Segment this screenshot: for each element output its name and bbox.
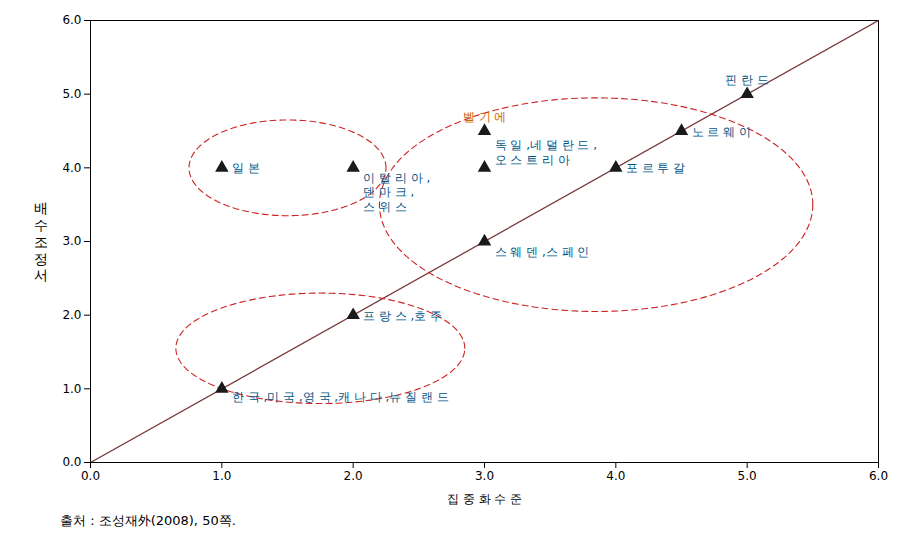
svg-text:1.0: 1.0 <box>62 382 81 396</box>
svg-text:핀 란 드: 핀 란 드 <box>725 73 769 87</box>
svg-text:2.0: 2.0 <box>344 469 363 483</box>
svg-text:5.0: 5.0 <box>62 87 81 101</box>
svg-text:일 본: 일 본 <box>232 161 260 175</box>
svg-text:4.0: 4.0 <box>62 161 81 175</box>
svg-text:노 르 웨 이: 노 르 웨 이 <box>692 125 751 139</box>
svg-text:벨 기 에: 벨 기 에 <box>463 110 507 124</box>
svg-text:4.0: 4.0 <box>606 469 625 483</box>
svg-text:6.0: 6.0 <box>869 469 888 483</box>
svg-text:배수조정서: 배수조정서 <box>34 200 48 283</box>
svg-text:6.0: 6.0 <box>62 13 81 27</box>
svg-text:한 국 ,미 국 ,영 국 ,캐 나 다 ,뉴 질 랜 드: 한 국 ,미 국 ,영 국 ,캐 나 다 ,뉴 질 랜 드 <box>232 390 449 404</box>
html-text:출처 : 조성재外(2008), 50쪽.: 출처 : 조성재外(2008), 50쪽. <box>60 513 236 528</box>
svg-text:2.0: 2.0 <box>62 308 81 322</box>
svg-text:3.0: 3.0 <box>475 469 494 483</box>
svg-text:3.0: 3.0 <box>62 234 81 248</box>
svg-text:0.0: 0.0 <box>81 469 100 483</box>
svg-text:독 일 ,네 덜 란 드 ,오 스 트 리 아: 독 일 ,네 덜 란 드 ,오 스 트 리 아 <box>495 138 598 166</box>
svg-text:포 르 투 갈: 포 르 투 갈 <box>626 161 685 175</box>
svg-text:0.0: 0.0 <box>62 455 81 469</box>
svg-text:이 탈 리 아 ,덴 마 크 ,스 위 스: 이 탈 리 아 ,덴 마 크 ,스 위 스 <box>363 171 430 214</box>
svg-text:집 중 화 수 준: 집 중 화 수 준 <box>447 492 522 506</box>
svg-text:스 웨 덴 ,스 페 인: 스 웨 덴 ,스 페 인 <box>495 245 590 259</box>
svg-text:1.0: 1.0 <box>212 469 231 483</box>
svg-text:프 랑 스 ,호 주: 프 랑 스 ,호 주 <box>363 309 442 323</box>
svg-text:5.0: 5.0 <box>738 469 757 483</box>
